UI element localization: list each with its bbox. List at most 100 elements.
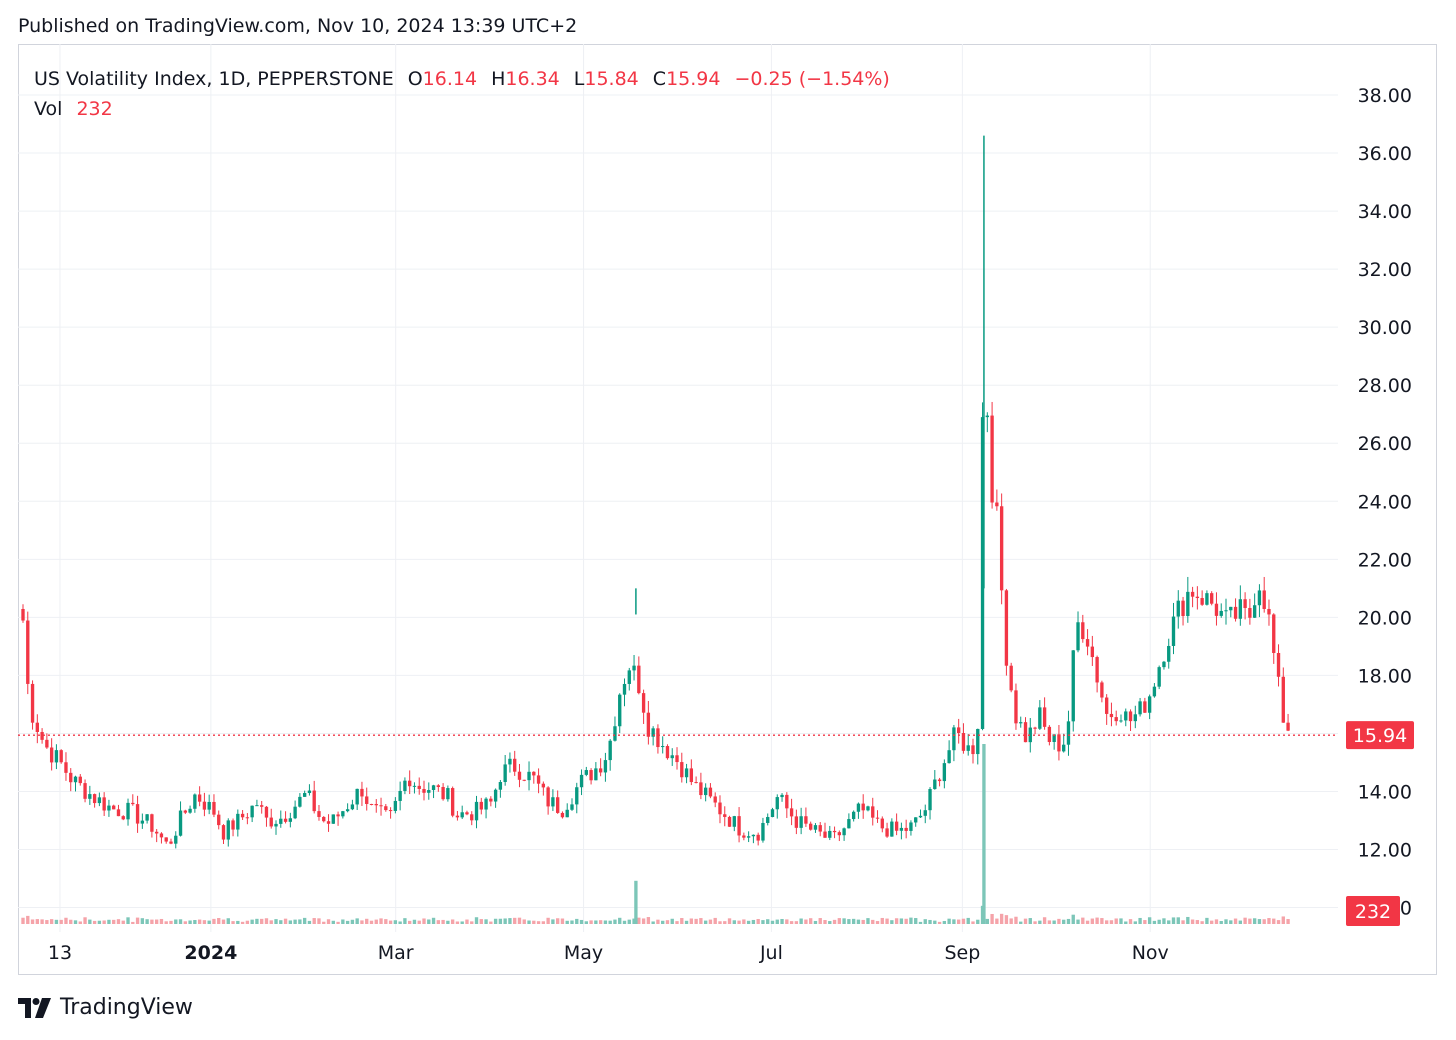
volume-bar bbox=[178, 919, 183, 924]
candle-body bbox=[1248, 607, 1252, 618]
candle-body bbox=[441, 786, 445, 800]
volume-bar bbox=[1009, 918, 1013, 924]
tradingview-logo-icon bbox=[18, 997, 51, 1018]
candle-body bbox=[608, 740, 612, 761]
candle-body bbox=[403, 780, 407, 791]
volume-bar bbox=[302, 917, 307, 924]
candle-body bbox=[1214, 603, 1219, 616]
volume-bar bbox=[341, 919, 345, 924]
volume-bar bbox=[131, 921, 135, 924]
candle-body bbox=[842, 828, 846, 836]
candle-body bbox=[971, 745, 975, 755]
candle-body bbox=[350, 804, 355, 810]
volume-bar bbox=[813, 920, 818, 924]
time-axis[interactable]: 13 2024 Mar May Jul Sep Nov bbox=[48, 942, 1169, 964]
candle-body bbox=[116, 809, 121, 817]
candle-body bbox=[1100, 682, 1104, 698]
tradingview-brand[interactable]: TradingView bbox=[18, 995, 193, 1020]
volume-bar bbox=[150, 919, 154, 924]
change-value: −0.25 (−1.54%) bbox=[734, 68, 890, 90]
volume-bar bbox=[627, 919, 631, 924]
volume-bar bbox=[1109, 920, 1114, 924]
price-axis[interactable]: 38.00 36.00 34.00 32.00 30.00 28.00 26.00 24.00… bbox=[1358, 85, 1412, 920]
candle-body bbox=[990, 415, 994, 503]
price-tick: 30.00 bbox=[1358, 317, 1412, 339]
candle-body bbox=[1181, 600, 1185, 617]
volume-bar bbox=[894, 918, 899, 924]
volume-bar bbox=[1195, 920, 1200, 924]
volume-bar bbox=[212, 918, 216, 924]
candle-body bbox=[770, 809, 775, 818]
volume-bar bbox=[737, 920, 741, 924]
candle-body bbox=[221, 825, 226, 840]
volume-bar bbox=[770, 920, 775, 924]
volume-bar bbox=[699, 918, 703, 924]
candle-body bbox=[307, 790, 312, 794]
published-caption: Published on TradingView.com, Nov 10, 20… bbox=[18, 15, 578, 37]
candle-body bbox=[957, 727, 961, 734]
candle-body bbox=[150, 814, 154, 832]
candle-body bbox=[737, 816, 741, 836]
volume-bar bbox=[1071, 914, 1075, 924]
candle-body bbox=[723, 814, 727, 817]
volume-bar bbox=[832, 919, 837, 924]
candle-body bbox=[598, 768, 603, 773]
candle-body bbox=[131, 802, 135, 805]
candle-body bbox=[1081, 622, 1085, 640]
candle-body bbox=[240, 813, 245, 818]
volume-bar bbox=[565, 920, 569, 924]
volume-bar bbox=[871, 919, 875, 924]
candle-body bbox=[1176, 600, 1180, 617]
candle-body bbox=[1109, 713, 1114, 718]
candle-body bbox=[88, 794, 92, 799]
volume-bar bbox=[45, 920, 49, 924]
volume-bar bbox=[298, 919, 302, 924]
candle-body bbox=[584, 770, 588, 775]
volume-bar bbox=[780, 918, 784, 924]
candle-body bbox=[422, 788, 426, 793]
candle-body bbox=[331, 814, 335, 824]
candle-body bbox=[1152, 686, 1157, 697]
volume-bar bbox=[584, 921, 588, 924]
volume-bar bbox=[288, 920, 293, 924]
high-label: H bbox=[491, 68, 506, 90]
candle-body bbox=[1233, 606, 1238, 619]
volume-bar bbox=[804, 919, 808, 924]
volume-bar bbox=[1243, 917, 1247, 924]
volume-bar bbox=[1181, 920, 1185, 924]
candle-body bbox=[718, 802, 722, 815]
candle-body bbox=[345, 809, 350, 812]
volume-bar bbox=[589, 920, 593, 924]
candle-body bbox=[360, 788, 364, 797]
volume-bar bbox=[1210, 920, 1214, 924]
volume-bar bbox=[527, 920, 531, 924]
candle-body bbox=[536, 775, 541, 784]
volume-bar bbox=[274, 919, 278, 924]
volume-bar bbox=[279, 920, 283, 924]
candle-body bbox=[398, 790, 402, 801]
candle-body bbox=[942, 763, 947, 782]
volume-bar bbox=[78, 921, 82, 924]
candle-body bbox=[379, 805, 383, 807]
volume-bar bbox=[393, 920, 398, 924]
volume-bar bbox=[646, 917, 651, 924]
candle-body bbox=[933, 779, 937, 790]
volume-bar bbox=[317, 918, 321, 924]
volume-bar bbox=[441, 919, 445, 924]
volume-bar bbox=[761, 920, 765, 924]
candle-body bbox=[188, 808, 192, 813]
candle-body bbox=[1272, 614, 1276, 653]
volume-bar bbox=[618, 917, 622, 924]
volume-bar bbox=[718, 921, 722, 924]
candle-body bbox=[1252, 605, 1257, 618]
candle-body bbox=[393, 800, 398, 811]
candlestick-chart[interactable]: 38.00 36.00 34.00 32.00 30.00 28.00 26.00 24.00… bbox=[18, 44, 1437, 975]
spike-volume-bar bbox=[982, 744, 986, 924]
candle-body bbox=[1085, 639, 1090, 647]
candle-body bbox=[517, 771, 522, 780]
candle-body bbox=[226, 820, 230, 840]
volume-bar bbox=[517, 917, 522, 924]
volume-bar bbox=[579, 919, 584, 924]
volume-bar bbox=[866, 918, 870, 924]
candle-body bbox=[766, 817, 770, 823]
